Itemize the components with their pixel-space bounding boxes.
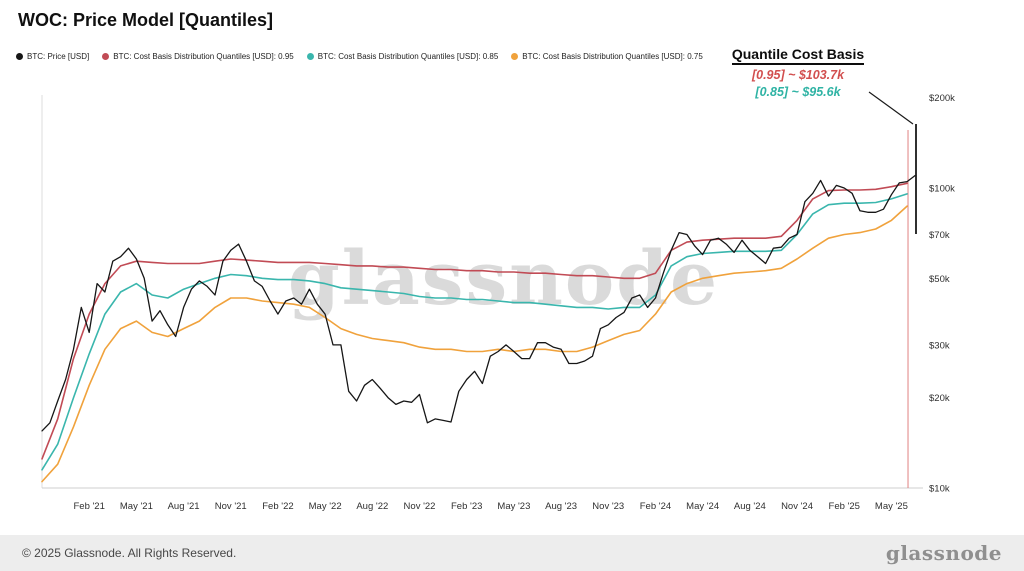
annotation-q85: [0.85] ~ $95.6k <box>755 85 841 99</box>
legend-dot-icon <box>102 53 110 60</box>
x-tick-label: Aug '21 <box>168 501 200 512</box>
copyright-text: © 2025 Glassnode. All Rights Reserved. <box>22 546 237 560</box>
legend-item-q85[interactable]: BTC: Cost Basis Distribution Quantiles [… <box>306 52 499 61</box>
x-tick-label: Aug '24 <box>734 501 766 512</box>
y-tick-label: $100k <box>929 184 955 195</box>
legend-item-label: BTC: Cost Basis Distribution Quantiles [… <box>522 52 703 61</box>
legend: BTC: Price [USD] BTC: Cost Basis Distribu… <box>16 52 703 61</box>
x-tick-label: Feb '23 <box>451 501 482 512</box>
y-tick-label: $200k <box>929 93 955 104</box>
y-tick-label: $50k <box>929 274 950 285</box>
series-line-btc-price <box>41 174 916 432</box>
legend-item-label: BTC: Cost Basis Distribution Quantiles [… <box>113 52 294 61</box>
x-tick-label: May '21 <box>120 501 153 512</box>
legend-item-q95[interactable]: BTC: Cost Basis Distribution Quantiles [… <box>102 52 294 61</box>
glassnode-watermark: glassnode <box>288 236 720 322</box>
series-line-q85 <box>41 193 908 471</box>
y-tick-label: $30k <box>929 340 950 351</box>
x-tick-label: Nov '24 <box>781 501 813 512</box>
footer-bar: © 2025 Glassnode. All Rights Reserved. g… <box>0 535 1024 571</box>
legend-item-label: BTC: Cost Basis Distribution Quantiles [… <box>317 52 499 61</box>
y-tick-label: $70k <box>929 230 950 241</box>
x-tick-label: May '25 <box>875 501 908 512</box>
x-tick-label: Feb '25 <box>829 501 860 512</box>
x-tick-label: Nov '21 <box>215 501 247 512</box>
annotation-q95: [0.95] ~ $103.7k <box>751 68 845 82</box>
x-tick-label: May '24 <box>686 501 719 512</box>
y-tick-label: $20k <box>929 393 950 404</box>
legend-item-btc-price[interactable]: BTC: Price [USD] <box>16 52 89 61</box>
legend-dot-icon <box>306 53 314 60</box>
annotation-pointer-line <box>868 91 914 125</box>
x-tick-label: Aug '23 <box>545 501 577 512</box>
legend-dot-icon <box>511 53 519 60</box>
series-line-q75 <box>41 205 908 483</box>
x-tick-label: Feb '24 <box>640 501 671 512</box>
legend-dot-icon <box>16 53 23 60</box>
x-tick-label: May '23 <box>497 501 530 512</box>
x-tick-label: Feb '22 <box>262 501 293 512</box>
x-tick-label: Feb '21 <box>73 501 104 512</box>
legend-item-label: BTC: Price [USD] <box>27 52 90 61</box>
page-title: WOC: Price Model [Quantiles] <box>18 10 274 30</box>
glassnode-logo: glassnode <box>885 541 1002 565</box>
y-tick-label: $10k <box>929 484 950 495</box>
legend-item-q75[interactable]: BTC: Cost Basis Distribution Quantiles [… <box>511 52 703 61</box>
annotation-title: Quantile Cost Basis <box>731 46 865 65</box>
x-tick-label: Nov '23 <box>592 501 624 512</box>
quantile-cost-basis-annotation: Quantile Cost Basis [0.95] ~ $103.7k [0.… <box>710 46 886 99</box>
x-tick-label: Nov '22 <box>404 501 436 512</box>
x-tick-label: Aug '22 <box>356 501 388 512</box>
x-tick-label: May '22 <box>309 501 342 512</box>
series-line-q95 <box>41 182 908 460</box>
